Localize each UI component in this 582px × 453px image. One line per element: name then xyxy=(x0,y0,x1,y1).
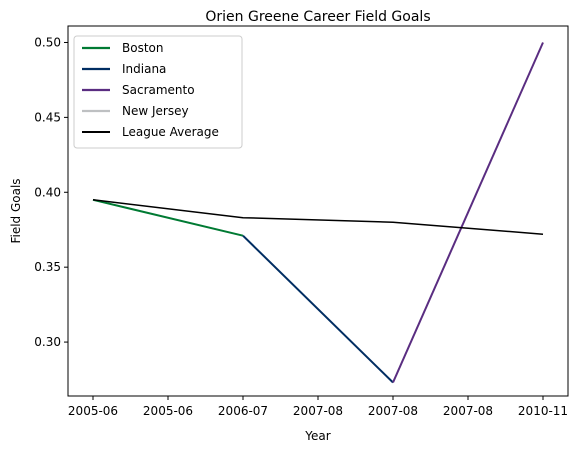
y-tick-label: 0.35 xyxy=(34,260,61,274)
series-line-league-average xyxy=(92,199,544,235)
y-tick-label: 0.50 xyxy=(34,35,61,49)
legend-label: Sacramento xyxy=(122,83,195,97)
legend: Boston Indiana Sacramento New Jersey League … xyxy=(73,35,243,149)
series-line-sacramento xyxy=(392,42,544,383)
series-line-boston xyxy=(92,198,244,237)
x-axis-label: Year xyxy=(304,429,330,443)
x-tick-label: 2007-08 xyxy=(293,404,343,418)
x-tick-label: 2005-06 xyxy=(143,404,193,418)
series-line-indiana xyxy=(242,234,394,384)
legend-frame xyxy=(73,35,243,149)
y-axis-label: Field Goals xyxy=(9,178,23,243)
x-tick-label: 2007-08 xyxy=(443,404,493,418)
legend-label: New Jersey xyxy=(122,104,189,118)
x-tick-label: 2005-06 xyxy=(68,404,118,418)
legend-items: Boston Indiana Sacramento New Jersey League … xyxy=(82,41,219,139)
x-tick-label: 2007-08 xyxy=(368,404,418,418)
series-lines xyxy=(92,42,544,384)
legend-label: Indiana xyxy=(122,62,166,76)
x-axis-ticks: 2005-06 2005-06 2006-07 2007-08 2007-08 2007-… xyxy=(68,396,568,418)
chart-title: Orien Greene Career Field Goals xyxy=(205,9,430,25)
y-tick-label: 0.40 xyxy=(34,185,61,199)
y-tick-label: 0.45 xyxy=(34,110,61,124)
y-tick-label: 0.30 xyxy=(34,335,61,349)
x-tick-label: 2006-07 xyxy=(218,404,268,418)
x-tick-label: 2010-11 xyxy=(518,404,568,418)
legend-label: League Average xyxy=(122,125,219,139)
y-axis-ticks: 0.30 0.35 0.40 0.45 0.50 xyxy=(34,35,68,349)
legend-label: Boston xyxy=(122,41,163,55)
